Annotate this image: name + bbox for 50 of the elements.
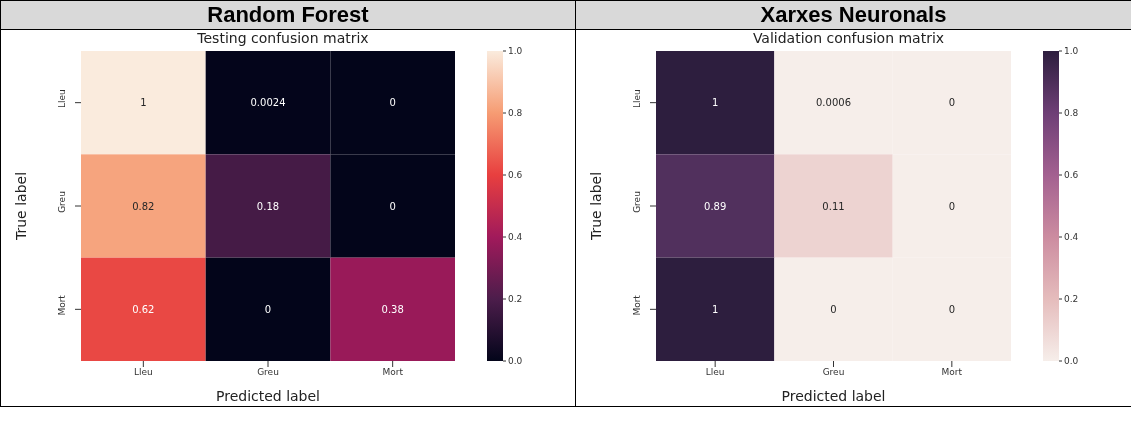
data-label: 0 xyxy=(830,303,837,315)
x-tick-label: Lleu xyxy=(133,367,153,378)
data-label: 0.38 xyxy=(381,303,404,315)
x-tick-label: Greu xyxy=(257,367,279,378)
data-label: 0 xyxy=(264,303,272,315)
data-label: 0 xyxy=(948,200,956,212)
chart-title: Random Forest xyxy=(1,1,575,30)
data-label: 0.0006 xyxy=(816,97,851,109)
data-label: 0 xyxy=(948,303,956,315)
color-bar-label: 0.8 xyxy=(1064,108,1079,118)
chart-title: Xarxes Neuronals xyxy=(576,1,1131,30)
color-bar-label: 0.0 xyxy=(508,356,523,366)
y-tick-label: Greu xyxy=(57,191,67,213)
data-label: 0 xyxy=(389,200,396,212)
color-bar-label: 0.0 xyxy=(1064,356,1079,366)
x-tick-label: Greu xyxy=(822,367,845,378)
color-bar-label: 0.6 xyxy=(508,170,523,180)
data-label: 0.18 xyxy=(256,200,280,212)
data-label: 0 xyxy=(948,97,956,109)
data-label: 0.11 xyxy=(822,200,845,212)
color-bar-label: 0.8 xyxy=(508,108,523,118)
color-bar-label: 1.0 xyxy=(508,46,523,56)
x-axis-title: Predicted label xyxy=(215,388,321,404)
color-bar-label: 0.2 xyxy=(508,294,523,304)
x-tick-label: Mort xyxy=(941,367,963,378)
chart-subtitle: Testing confusion matrix xyxy=(196,30,370,46)
data-label: 0 xyxy=(389,97,396,109)
data-label: 0.62 xyxy=(132,303,155,315)
data-label: 0.82 xyxy=(132,200,155,212)
y-tick-label: Mort xyxy=(57,294,67,316)
y-tick-label: Lleu xyxy=(57,89,67,109)
color-bar-label: 1.0 xyxy=(1064,46,1079,56)
y-axis-title: True label xyxy=(12,171,29,242)
x-tick-label: Mort xyxy=(382,367,404,378)
data-label: 0.0024 xyxy=(250,97,286,109)
x-tick-label: Lleu xyxy=(705,367,725,378)
x-axis-title: Predicted label xyxy=(781,388,886,404)
y-axis-title: True label xyxy=(587,171,604,242)
y-tick-label: Lleu xyxy=(632,89,642,109)
y-tick-label: Greu xyxy=(632,191,642,213)
data-label: 1 xyxy=(711,303,719,315)
data-label: 0.89 xyxy=(704,200,727,212)
color-bar-label: 0.2 xyxy=(1064,294,1079,304)
y-tick-label: Mort xyxy=(632,294,642,316)
color-bar-label: 0.4 xyxy=(1064,232,1079,242)
color-bar-label: 0.4 xyxy=(508,232,523,242)
data-label: 1 xyxy=(711,97,719,109)
chart-subtitle: Validation confusion matrix xyxy=(751,30,946,46)
data-label: 1 xyxy=(140,97,147,109)
color-bar-label: 0.6 xyxy=(1064,170,1079,180)
